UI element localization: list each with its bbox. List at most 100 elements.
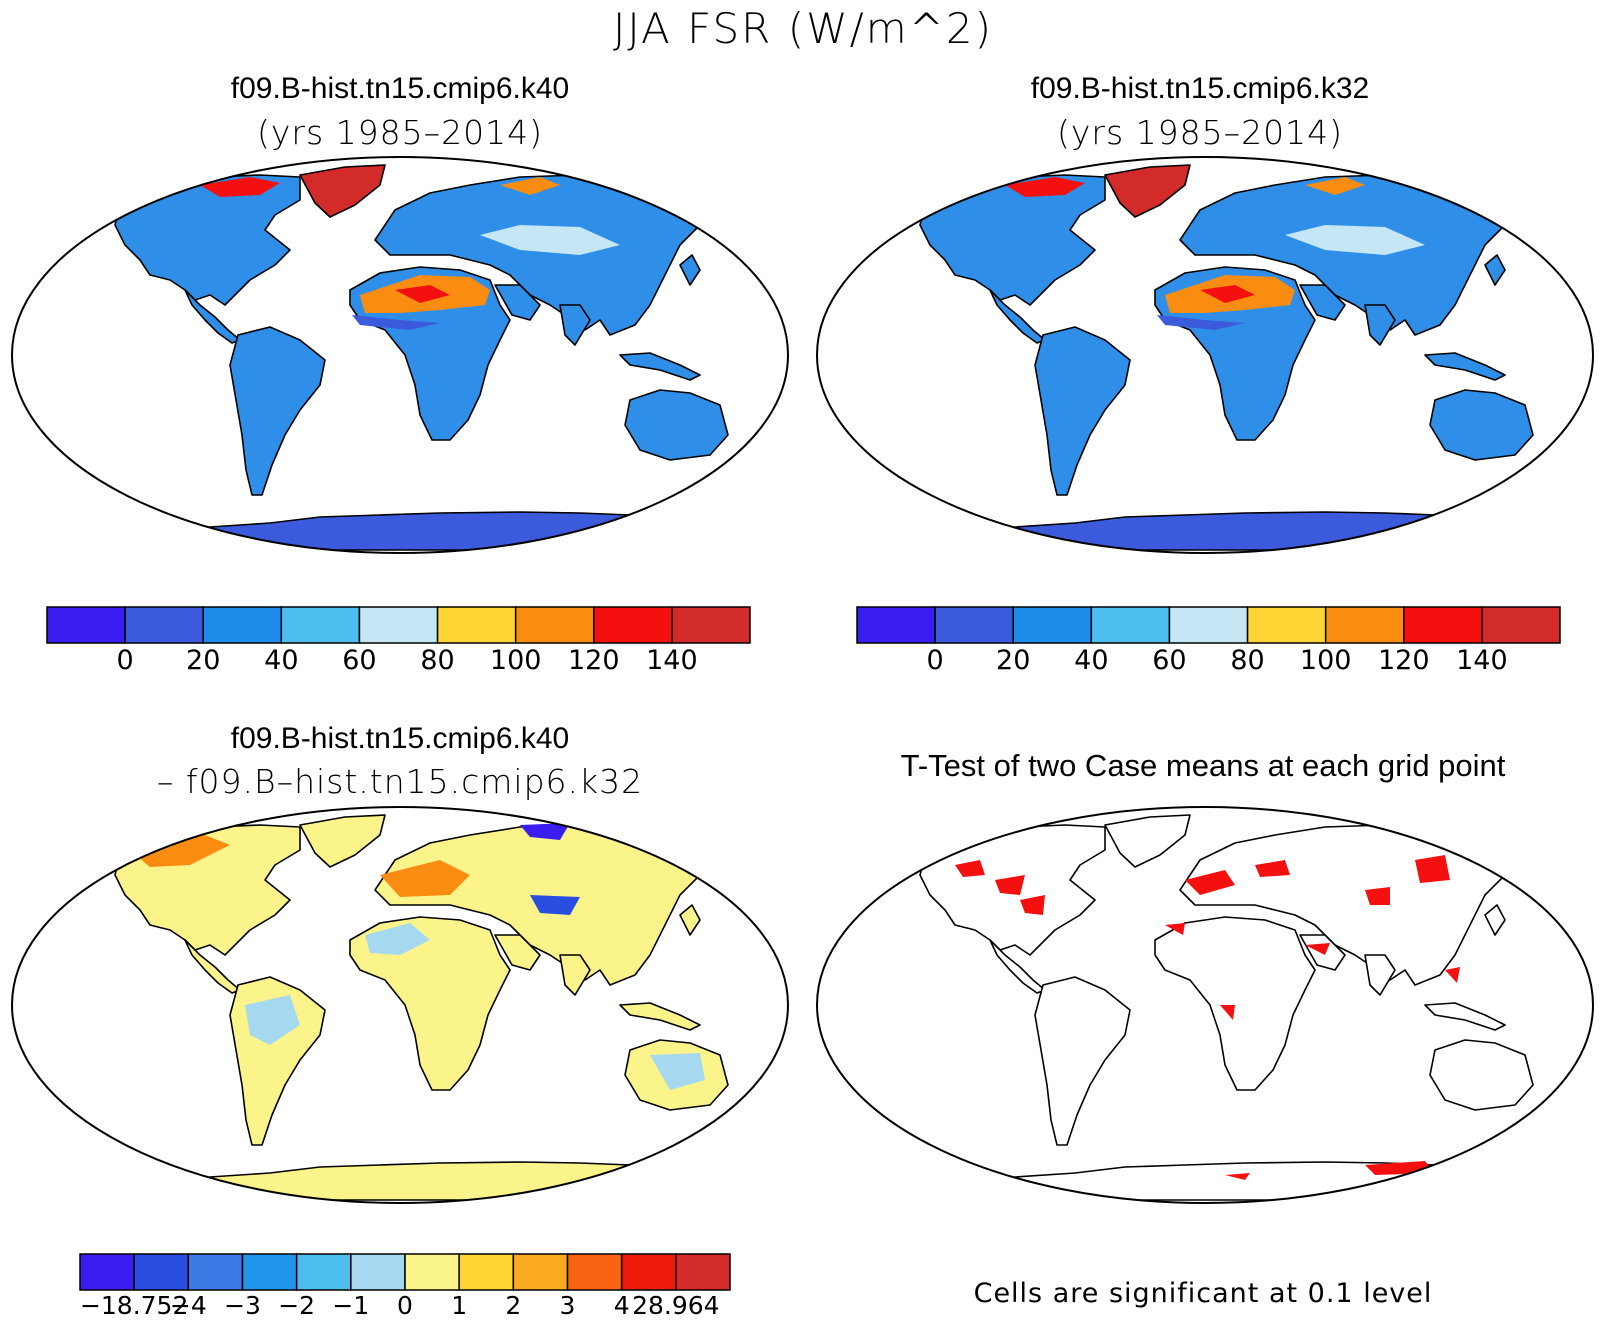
landmass-arabia: [494, 934, 541, 971]
landmass-japan: [679, 904, 701, 936]
significant-cell-cluster: [1225, 1173, 1250, 1180]
colorbar-tick-label: −4: [170, 1291, 207, 1320]
amazon-negative-region: [245, 995, 300, 1045]
colorbar-swatch: [620, 1253, 677, 1291]
colorbar-swatch: [124, 606, 204, 644]
colorbar-swatch: [1246, 606, 1327, 644]
colorbar-tick-label: 40: [1074, 645, 1108, 676]
map-panel-k40: [11, 156, 789, 554]
colorbar-swatch: [1403, 606, 1483, 644]
landmass-north-america: [919, 174, 1106, 306]
sahara-peak-region: [1200, 285, 1255, 303]
central-asia-region: [1285, 225, 1425, 255]
panel2-title: f09.B-hist.tn15.cmip6.k32: [1030, 72, 1370, 105]
europe-positive-region: [380, 860, 470, 897]
landmass-greenland: [1104, 814, 1191, 868]
landmass-australia: [1429, 1039, 1534, 1111]
significant-cell-cluster: [1365, 887, 1390, 905]
colorbar-swatch: [436, 606, 517, 644]
colorbar-tick-label: 100: [490, 645, 542, 676]
colorbar-k32: 0 20 40 60 80 100 120 140: [856, 606, 1561, 676]
colorbar-swatch: [79, 1253, 135, 1291]
colorbar-tick-label: 4: [614, 1291, 630, 1320]
siberia-coast-region: [500, 177, 560, 195]
panel4-title: T-Test of two Case means at each grid po…: [900, 748, 1506, 783]
colorbar-swatch: [46, 606, 126, 644]
landmass-eurasia: [1179, 174, 1506, 336]
colorbar-tick-label: 40: [264, 645, 298, 676]
colorbar-tick-label: 0: [397, 1291, 413, 1320]
significant-cell-cluster: [1415, 855, 1450, 883]
colorbar-tick-label: 1: [451, 1291, 467, 1320]
significant-cell-cluster: [1165, 923, 1185, 935]
map-panel-difference: [11, 806, 789, 1204]
landmass-japan: [1484, 904, 1506, 936]
landmass-india: [559, 304, 591, 346]
colorbar-tick-label: 3: [560, 1291, 576, 1320]
colorbar-swatch: [350, 1253, 406, 1291]
map-panel-k32: [816, 156, 1594, 554]
landmass-japan: [1484, 254, 1506, 286]
landmass-eurasia: [374, 174, 701, 336]
sahel-low-region: [1157, 315, 1245, 330]
colorbar-tick-label: 120: [1378, 645, 1430, 676]
colorbar-tick-label: 120: [568, 645, 620, 676]
colorbar-k40: 0 20 40 60 80 100 120 140: [46, 606, 751, 676]
colorbar-swatch: [512, 1253, 569, 1291]
colorbar-swatch: [458, 1253, 515, 1291]
figure-title: JJA FSR (W/m^2): [612, 4, 993, 53]
colorbar-tick-label: 0: [117, 645, 134, 676]
landmass-south-america: [1034, 976, 1131, 1146]
sahara-negative-region: [365, 923, 430, 955]
siberia-negative-region: [520, 823, 570, 840]
colorbar-swatch: [1481, 606, 1561, 644]
colorbar-tick-label: 80: [1230, 645, 1264, 676]
colorbar-swatch: [566, 1253, 623, 1291]
colorbar-swatch: [671, 606, 751, 644]
sahel-low-region: [352, 315, 440, 330]
landmass-india: [1364, 954, 1396, 996]
landmass-australia: [624, 389, 729, 461]
colorbar-swatch: [404, 1253, 460, 1291]
colorbar-tick-label: −3: [224, 1291, 261, 1320]
asia-negative-region: [530, 895, 580, 915]
colorbar-tick-label: 0: [927, 645, 944, 676]
colorbar-tick-label: 60: [1152, 645, 1186, 676]
colorbar-tick-label: 80: [420, 645, 454, 676]
colorbar-swatch: [241, 1253, 298, 1291]
landmass-arabia: [494, 284, 541, 321]
colorbar-tick-label: 28.964: [632, 1291, 719, 1320]
panel1-subtitle: (yrs 1985–2014): [257, 113, 543, 152]
colorbar-tick-label: 2: [505, 1291, 521, 1320]
colorbar-tick-label: 60: [342, 645, 376, 676]
arctic-islands-region: [200, 177, 280, 197]
landmass-indonesia: [1424, 352, 1506, 381]
landmass-north-america: [114, 174, 301, 306]
colorbar-swatch: [514, 606, 595, 644]
siberia-coast-region: [1305, 177, 1365, 195]
colorbar-swatch: [1324, 606, 1405, 644]
significant-cell-cluster: [1305, 943, 1330, 955]
landmass-indonesia: [1424, 1002, 1506, 1031]
landmass-indonesia: [619, 1002, 701, 1031]
colorbar-tick-label: −18.752: [80, 1291, 188, 1320]
colorbar-swatch: [202, 606, 283, 644]
landmass-greenland: [299, 164, 386, 218]
map-border: [816, 806, 1594, 1204]
significant-cell-cluster: [1255, 860, 1290, 877]
landmass-indonesia: [619, 352, 701, 381]
colorbar-swatch: [280, 606, 361, 644]
colorbar-swatch: [358, 606, 439, 644]
colorbar-tick-label: −2: [278, 1291, 315, 1320]
landmass-south-america: [1034, 326, 1131, 496]
significant-cell-cluster: [1445, 967, 1460, 983]
landmass-africa: [1154, 916, 1316, 1091]
landmass-greenland: [1104, 164, 1191, 218]
landmass-south-america: [229, 326, 326, 496]
colorbar-swatch: [133, 1253, 190, 1291]
colorbar-swatch: [1168, 606, 1249, 644]
colorbar-tick-label: 20: [186, 645, 220, 676]
landmass-india: [559, 954, 591, 996]
landmass-arabia: [1299, 284, 1346, 321]
colorbar-swatch: [593, 606, 673, 644]
